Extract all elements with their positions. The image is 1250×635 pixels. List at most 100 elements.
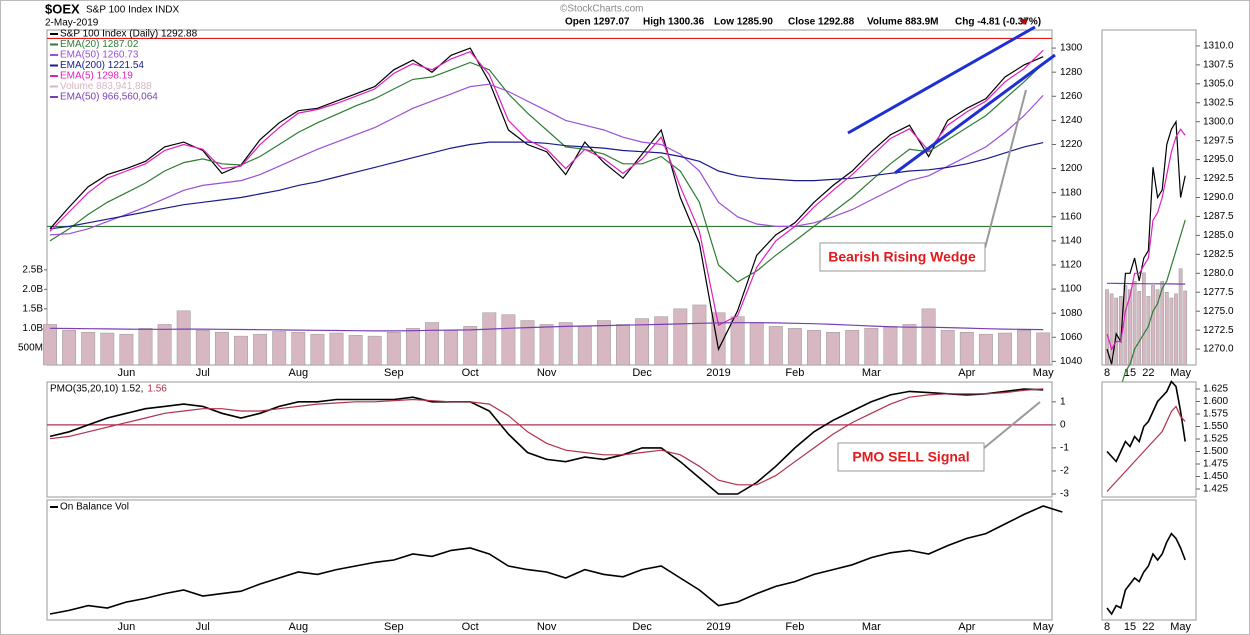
legend-entry: Volume 883,941,888: [60, 81, 152, 92]
y-tick-label: 1270.0: [1203, 344, 1234, 355]
y-tick-label: 1295.0: [1203, 154, 1234, 165]
volume-bar: [482, 312, 497, 366]
panel-frame: [1101, 499, 1197, 621]
volume-bar: [195, 330, 210, 366]
x-tick-label: Oct: [462, 621, 479, 633]
volume-bar: [787, 328, 802, 366]
y-tick-label: 1300: [1060, 43, 1083, 54]
y2-tick-label: 2.5B: [22, 264, 43, 275]
y-tick-label: 1280.0: [1203, 268, 1234, 279]
panel-frame: [46, 499, 1053, 621]
x-tick-label: Dec: [632, 621, 652, 633]
x-tick-label: Jul: [196, 621, 210, 633]
volume-bar: [348, 335, 363, 366]
x-tick-label: Mar: [862, 621, 881, 633]
header-low: Low 1285.90: [714, 17, 773, 28]
x-tick-label: May: [1170, 621, 1191, 633]
volume-bar: [902, 324, 917, 366]
subtitle: 2-May-2019: [45, 18, 99, 29]
y-tick-label: 1297.5: [1203, 135, 1234, 146]
volume-bar: [749, 322, 764, 366]
y-tick-label: 1277.5: [1203, 287, 1234, 298]
symbol: $OEX: [45, 1, 80, 16]
annotation-arrow: [984, 89, 1027, 249]
y-tick-label: 1305.0: [1203, 78, 1234, 89]
x-tick-label: Apr: [958, 367, 975, 379]
series-line: [49, 49, 1044, 327]
volume-bar: [730, 316, 745, 366]
x-tick-label: Oct: [462, 367, 479, 379]
x-tick-label: Sep: [384, 367, 404, 379]
volume-bar: [43, 324, 57, 366]
volume-bar: [444, 330, 459, 366]
x-tick-label: Nov: [537, 367, 557, 379]
header-open: Open 1297.07: [565, 17, 630, 28]
y-tick-label: 1060: [1060, 332, 1083, 343]
volume-bar: [157, 324, 172, 366]
volume-bar: [596, 320, 611, 366]
volume-bar: [921, 308, 936, 366]
x-tick-label: 8: [1104, 367, 1110, 379]
y-tick-label: 1.550: [1203, 421, 1228, 432]
volume-bar: [310, 333, 325, 366]
volume-bar: [1146, 296, 1151, 366]
volume-bar: [807, 330, 821, 366]
volume-bar: [1151, 285, 1155, 366]
x-tick-label: Apr: [958, 621, 975, 633]
volume-bar: [1160, 281, 1165, 366]
x-tick-label: 22: [1142, 367, 1154, 379]
legend-entry: EMA(200) 1221.54: [60, 60, 144, 71]
volume-bar: [864, 328, 879, 366]
header-volume: Volume 883.9M: [867, 17, 939, 28]
volume-bar: [692, 304, 707, 366]
volume-bar: [1132, 281, 1137, 366]
x-tick-label: Sep: [384, 621, 404, 633]
volume-bar: [463, 326, 478, 366]
y-tick-label: 1160: [1060, 211, 1082, 222]
volume-bar: [1178, 268, 1183, 366]
wedge-lower: [894, 53, 1056, 175]
volume-bar: [1141, 272, 1146, 366]
volume-bar: [176, 310, 191, 366]
wedge-upper: [847, 25, 1036, 135]
volume-bar: [978, 333, 993, 366]
x-tick-label: 8: [1104, 621, 1110, 633]
y-tick-label: 1292.5: [1203, 173, 1234, 184]
volume-bar: [81, 331, 96, 366]
legend-entry: EMA(20) 1287.02: [60, 39, 139, 50]
y2-tick-label: 1.5B: [22, 303, 43, 314]
panel-frame: [1101, 381, 1197, 498]
y-tick-label: 1180: [1060, 187, 1082, 198]
series-line: [49, 47, 1044, 352]
series-line: [49, 83, 1044, 236]
y-tick-label: 1140: [1060, 236, 1082, 247]
volume-bar: [654, 316, 669, 366]
volume-bar: [272, 331, 287, 366]
volume-bar: [998, 332, 1012, 366]
y-tick-label: 1290.0: [1203, 192, 1234, 203]
y-tick-label: 1.425: [1203, 484, 1228, 495]
volume-bar: [1183, 290, 1188, 366]
header-change: Chg -4.81 (-0.37%): [955, 17, 1041, 28]
volume-bar: [539, 324, 554, 366]
y2-tick-label: 2.0B: [22, 284, 43, 295]
legend-entry: 1.56: [147, 384, 167, 395]
legend-entry: EMA(5) 1298.19: [60, 71, 133, 82]
volume-bar: [1036, 332, 1051, 366]
y-tick-label: 1307.5: [1203, 60, 1234, 71]
down-arrow: [1020, 19, 1028, 25]
volume-bar: [100, 332, 115, 366]
x-tick-label: Mar: [862, 367, 881, 379]
volume-bar: [845, 330, 860, 366]
y2-tick-label: 1.0B: [22, 323, 43, 334]
legend-entry: S&P 100 Index (Daily) 1292.88: [60, 29, 198, 40]
x-tick-label: Aug: [289, 621, 309, 633]
volume-bar: [405, 328, 420, 366]
x-tick-label: May: [1033, 621, 1054, 633]
volume-bar: [1109, 293, 1114, 366]
volume-bar: [1017, 330, 1032, 366]
volume-bar: [234, 335, 248, 366]
title: S&P 100 Index INDX: [86, 5, 180, 16]
y-tick-label: 1272.5: [1203, 325, 1234, 336]
